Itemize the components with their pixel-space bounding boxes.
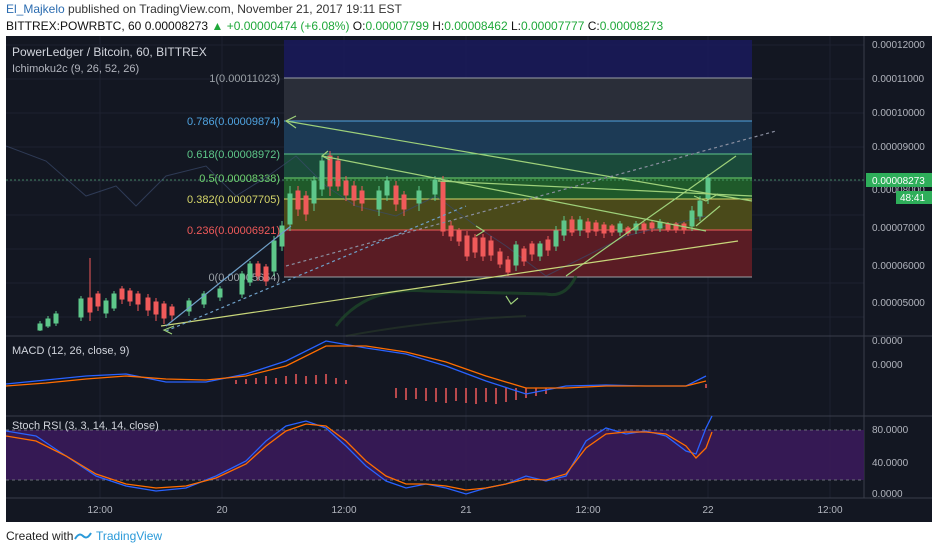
time-axis[interactable]: 12:00 20 12:00 21 12:00 22 12:00 [87, 505, 842, 516]
tradingview-link[interactable]: TradingView [96, 529, 163, 543]
time-tick: 12:00 [331, 505, 356, 516]
current-price-label [866, 173, 932, 187]
symbol-title: PowerLedger / Bitcoin, 60, BITTREX [12, 45, 207, 59]
macd-title[interactable]: MACD (12, 26, close, 9) [12, 345, 129, 357]
chart-area[interactable]: 1(0.00011023) 0.786(0.00009874) 0.618(0.… [6, 36, 932, 522]
current-price: 0.00008273 [872, 176, 925, 187]
price-tick: 0.00011000 [872, 74, 925, 85]
change-value: +0.00000474 (+6.08%) [226, 19, 350, 33]
stoch-tick: 40.0000 [872, 458, 909, 469]
time-tick: 12:00 [575, 505, 600, 516]
macd-pane[interactable]: MACD (12, 26, close, 9) 0.0000 0.0000 [6, 336, 903, 404]
price-tick: 0.00009000 [872, 142, 925, 153]
low-value: 0.00007777 [520, 19, 585, 33]
ichimoku-lines [6, 145, 707, 337]
stoch-rsi-pane[interactable]: Stoch RSI (3, 3, 14, 14, close) 80.0000 … [6, 415, 909, 500]
close-label: C: [587, 19, 600, 33]
time-tick: 12:00 [87, 505, 112, 516]
trend-lines[interactable] [160, 115, 777, 335]
publish-info: El_Majkelo published on TradingView.com,… [6, 2, 402, 18]
time-tick: 21 [460, 505, 472, 516]
price-tick: 0.00008000 [872, 185, 925, 196]
open-value: 0.00007799 [365, 19, 429, 33]
footer: Created with TradingView [0, 522, 932, 550]
low-label: L: [510, 19, 521, 33]
fib-label-05: 0.5(0.00008338) [199, 173, 280, 185]
high-value: 0.00008462 [444, 19, 508, 33]
symbol: BITTREX:POWRBTC, 60 [6, 19, 142, 33]
stoch-tick: 0.0000 [872, 489, 903, 500]
price-tick: 0.00006000 [872, 261, 925, 272]
fib-label-0618: 0.618(0.00008972) [187, 149, 280, 161]
author-link[interactable]: El_Majkelo [6, 2, 65, 16]
fibonacci-retracement[interactable]: 1(0.00011023) 0.786(0.00009874) 0.618(0.… [187, 40, 752, 284]
fib-label-0786: 0.786(0.00009874) [187, 116, 280, 128]
main-pane[interactable]: 1(0.00011023) 0.786(0.00009874) 0.618(0.… [6, 36, 932, 498]
stoch-tick: 80.0000 [872, 425, 909, 436]
open-label: O: [352, 19, 366, 33]
quote-line: BITTREX:POWRBTC, 60 0.00008273 ▲ +0.0000… [6, 19, 663, 35]
price-tick: 0.00005000 [872, 298, 925, 309]
close-value: 0.00008273 [599, 19, 664, 33]
time-tick: 12:00 [817, 505, 842, 516]
stoch-title[interactable]: Stoch RSI (3, 3, 14, 14, close) [12, 420, 159, 432]
published-text: published on TradingView.com, November 2… [68, 2, 402, 16]
indicator-ichimoku-label[interactable]: Ichimoku2c (9, 26, 52, 26) [12, 63, 139, 75]
countdown-label [896, 191, 932, 204]
fib-label-0236: 0.236(0.00006921) [187, 225, 280, 237]
bar-countdown: 48:41 [900, 193, 925, 204]
time-tick: 22 [702, 505, 714, 516]
time-tick: 20 [216, 505, 228, 516]
price-tick: 0.00010000 [872, 108, 925, 119]
macd-tick: 0.0000 [872, 336, 903, 347]
change-up-icon: ▲ [211, 19, 224, 33]
tradingview-logo-icon[interactable] [74, 531, 92, 541]
last-price: 0.00008273 [144, 19, 209, 33]
price-tick: 0.00007000 [872, 223, 925, 234]
fib-label-0382: 0.382(0.00007705) [187, 194, 280, 206]
high-label: H: [432, 19, 445, 33]
macd-tick: 0.0000 [872, 360, 903, 371]
price-tick: 0.00012000 [872, 40, 925, 51]
fib-label-1: 1(0.00011023) [209, 73, 280, 85]
chart-svg[interactable]: 1(0.00011023) 0.786(0.00009874) 0.618(0.… [6, 36, 932, 522]
created-with-text: Created with [6, 529, 74, 543]
